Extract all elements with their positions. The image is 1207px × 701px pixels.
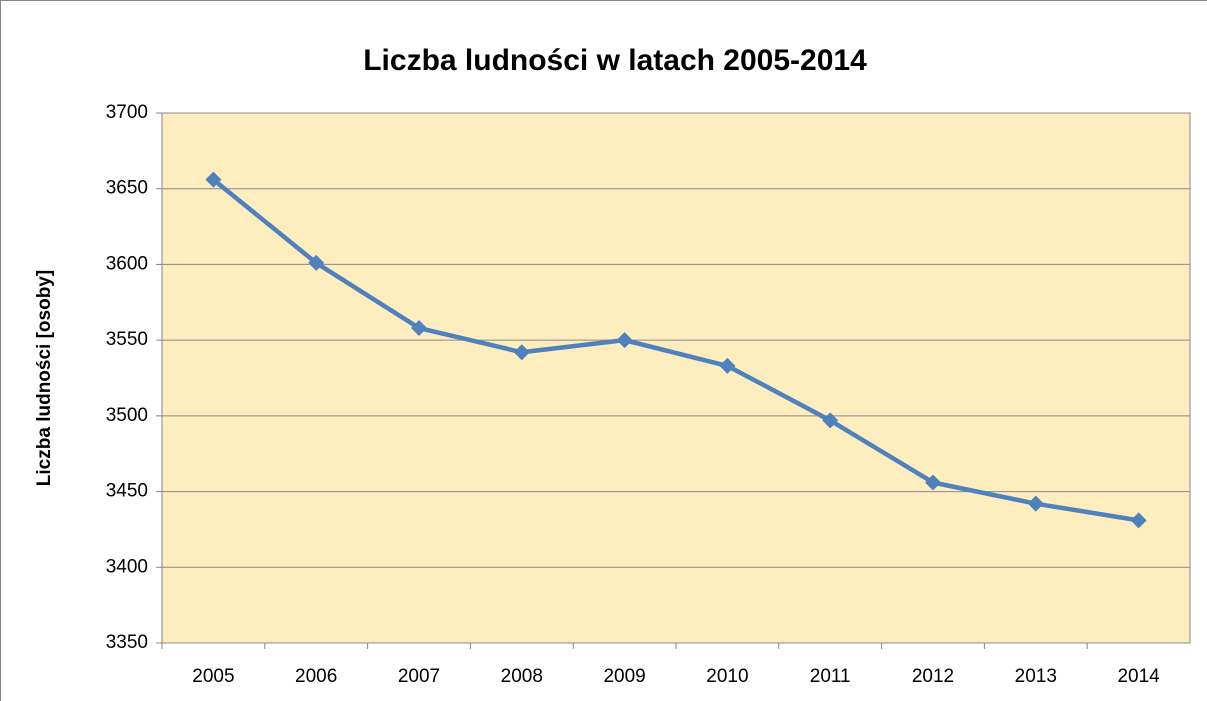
y-tick-label: 3700 — [106, 102, 148, 123]
y-tick-label: 3350 — [106, 632, 148, 653]
marker — [1027, 495, 1044, 512]
marker — [822, 412, 839, 429]
marker — [925, 474, 941, 491]
line — [211, 177, 1139, 523]
marker — [719, 357, 736, 374]
marker — [1130, 512, 1147, 529]
chart-title: Liczba ludności w latach 2005-2014 — [363, 44, 867, 77]
x-tick-label: 2008 — [501, 666, 543, 687]
x-tick-label: 2010 — [706, 666, 748, 687]
y-tick-label: 3450 — [106, 481, 148, 502]
x-tick-label: 2013 — [1015, 666, 1057, 687]
x-tick-label: 2005 — [192, 666, 234, 687]
x-tick-label: 2007 — [398, 666, 440, 687]
y-tick-label: 3650 — [106, 178, 148, 199]
y-tick-label: 3550 — [106, 329, 148, 350]
y-axis-label: Liczba ludności [osoby] — [34, 270, 55, 486]
marker — [411, 320, 427, 337]
y-tick-label: 3400 — [106, 556, 148, 577]
marker — [308, 254, 325, 271]
x-tick-label: 2009 — [603, 666, 645, 687]
y-tick-label: 3600 — [106, 253, 148, 274]
x-tick-label: 2012 — [912, 666, 954, 687]
marker — [513, 344, 530, 361]
plot-area — [161, 112, 1191, 644]
x-tick-label: 2006 — [295, 666, 337, 687]
marker — [616, 332, 633, 349]
marker — [205, 171, 222, 188]
y-tick-label: 3500 — [106, 405, 148, 426]
x-tick-label: 2011 — [810, 666, 851, 687]
x-tick-label: 2014 — [1117, 666, 1160, 687]
